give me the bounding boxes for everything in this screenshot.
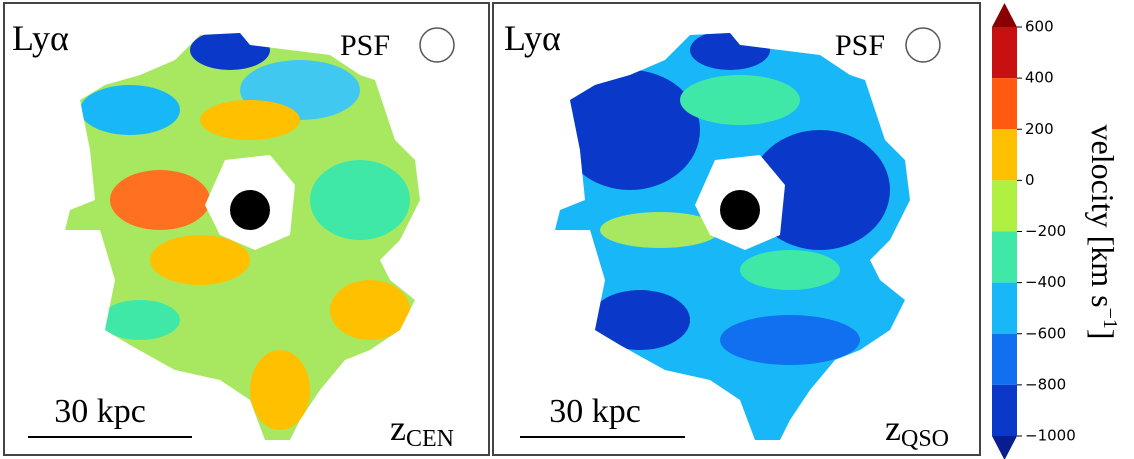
color-band	[992, 180, 1017, 232]
color-band	[992, 78, 1017, 130]
z: z	[885, 408, 901, 448]
tick-label: −800	[1025, 375, 1066, 393]
tick-label: −400	[1025, 273, 1066, 291]
color-band	[992, 282, 1017, 334]
redshift-label: zCEN	[390, 408, 454, 452]
psf-circle	[419, 27, 455, 63]
colorbar: 600 400 200 0 −200 −400 −600 −800 −1000	[992, 3, 1076, 459]
panel-label: Lyα	[12, 18, 69, 58]
tick-label: −1000	[1025, 427, 1076, 445]
psf-label: PSF	[340, 29, 390, 62]
color-band	[992, 333, 1017, 385]
qso-marker	[230, 190, 270, 230]
tick-label: 0	[1025, 171, 1035, 189]
scale-bar-label: 30 kpc	[549, 393, 641, 430]
tick-label: 200	[1025, 120, 1054, 138]
color-band	[992, 27, 1017, 79]
color-band	[992, 129, 1017, 181]
psf-circle	[905, 27, 941, 63]
tick-label: −200	[1025, 222, 1066, 240]
extend-low	[992, 436, 1017, 459]
label-text: velocity [km s	[1085, 124, 1121, 307]
tick-label: 400	[1025, 69, 1054, 87]
tick-label: −600	[1025, 324, 1066, 342]
z: z	[390, 408, 406, 448]
redshift-label: zQSO	[885, 408, 949, 452]
extend-high	[992, 3, 1017, 27]
qso-marker	[720, 190, 760, 230]
label-sup: −1	[1099, 308, 1121, 329]
label-end: ]	[1085, 329, 1121, 340]
color-band	[992, 384, 1017, 436]
color-band	[992, 231, 1017, 283]
colorbar-label: velocity [km s−1]	[1085, 124, 1121, 339]
z-sub: CEN	[406, 426, 454, 452]
z-sub: QSO	[901, 426, 949, 452]
panel-label: Lyα	[504, 18, 561, 58]
psf-label: PSF	[835, 29, 885, 62]
tick-label: 600	[1025, 18, 1054, 36]
scale-bar-label: 30 kpc	[54, 393, 146, 430]
